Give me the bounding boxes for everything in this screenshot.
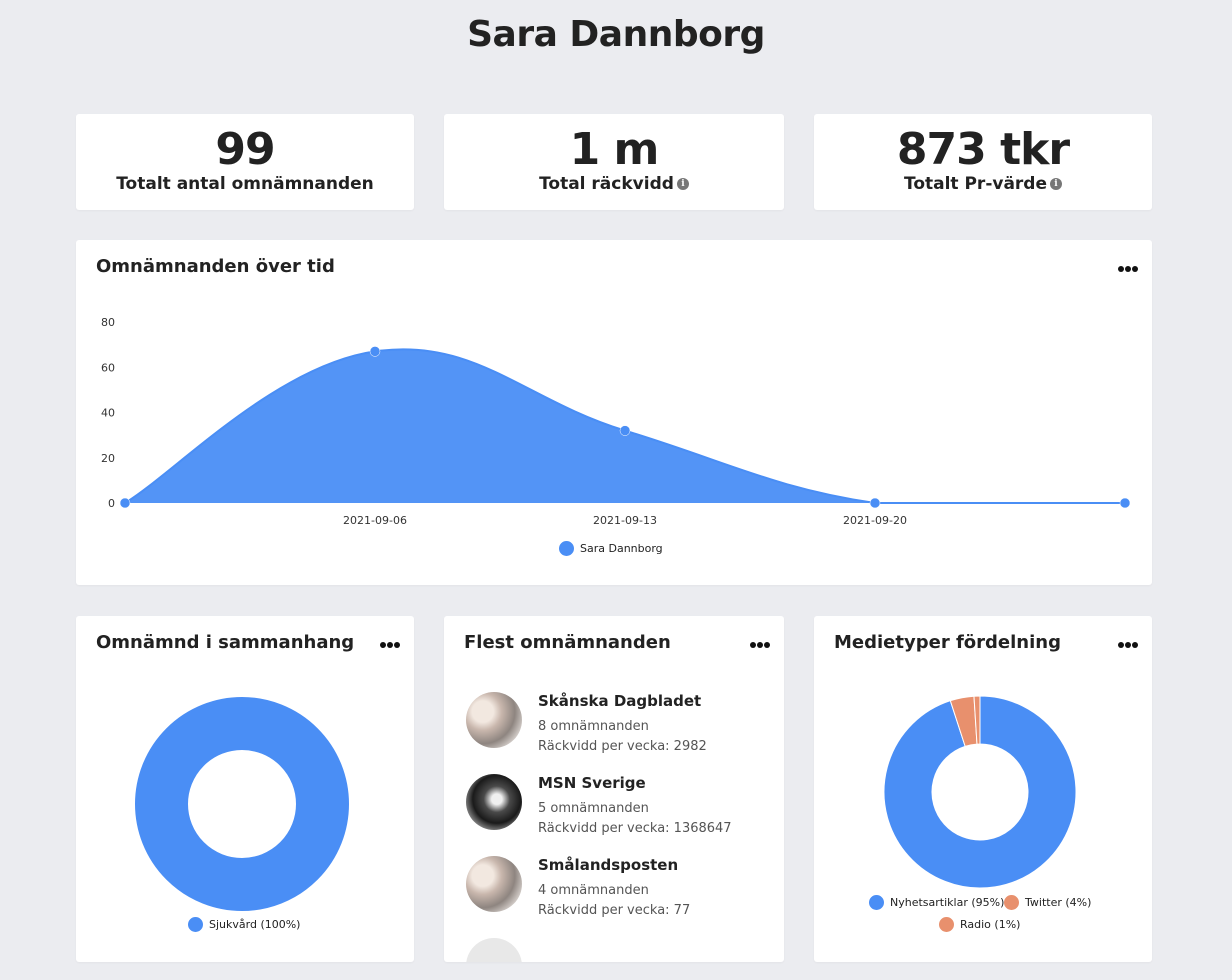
kpi-card-mentions: 99 Totalt antal omnämnanden [76, 114, 414, 210]
info-icon[interactable]: i [1050, 178, 1063, 190]
context-legend: Sjukvård (100%) [188, 917, 300, 932]
outlet-reach: Räckvidd per vecka: 1368647 [538, 821, 732, 836]
x-tick-label: 2021-09-06 [343, 514, 407, 527]
info-icon[interactable]: i [676, 178, 689, 190]
data-point[interactable] [119, 497, 131, 509]
y-tick-label: 0 [108, 497, 115, 510]
avatar [466, 856, 522, 912]
data-point[interactable] [369, 346, 381, 357]
series-area [125, 349, 1125, 503]
avatar [466, 774, 522, 830]
outlet-name: MSN Sverige [538, 774, 646, 792]
page-title: Sara Dannborg [467, 14, 765, 55]
legend-dot [559, 541, 574, 556]
legend-label: Radio (1%) [960, 918, 1021, 931]
y-tick-label: 80 [101, 316, 115, 329]
kpi-card-pr-value: 873 tkr Totalt Pr-värde i [814, 114, 1152, 210]
pie-slice[interactable] [135, 697, 349, 911]
media-legend-item: Nyhetsartiklar (95%) [869, 895, 1004, 910]
x-tick-label: 2021-09-20 [843, 514, 907, 527]
kpi-value: 873 tkr [896, 124, 1070, 175]
outlet-name: Skånska Dagbladet [538, 692, 702, 710]
pie-slice[interactable] [973, 695, 981, 745]
outlet-mentions: 4 omnämnanden [538, 883, 649, 898]
kpi-label: Totalt Pr-värde i [814, 174, 1152, 194]
more-dots-icon[interactable] [379, 634, 400, 652]
legend-label: Twitter (4%) [1025, 896, 1092, 909]
legend-label: Sara Dannborg [580, 542, 663, 555]
x-tick-label: 2021-09-13 [593, 514, 657, 527]
kpi-value: 99 [215, 124, 275, 175]
legend-dot [1004, 895, 1019, 910]
y-tick-label: 60 [101, 361, 115, 374]
top-outlets-card: Flest omnämnanden Skånska Dagbladet 8 om… [444, 616, 784, 962]
y-tick-label: 40 [101, 407, 115, 420]
data-point[interactable] [619, 425, 631, 436]
more-dots-icon[interactable] [1117, 634, 1138, 652]
list-item-partial [466, 938, 522, 962]
outlet-reach: Räckvidd per vecka: 77 [538, 903, 691, 918]
card-title: Omnämnanden över tid [96, 256, 335, 277]
timeline-chart: 0 20 40 60 80 2021-09-06 2021-09-13 2021-09-20 [101, 316, 1131, 527]
y-tick-label: 20 [101, 452, 115, 465]
outlet-mentions: 8 omnämnanden [538, 719, 649, 734]
kpi-label-text: Total räckvidd [539, 174, 674, 194]
context-donut-chart [135, 697, 349, 911]
outlet-name: Smålandsposten [538, 856, 679, 874]
context-card: Omnämnd i sammanhang Sjukvård (100%) [76, 616, 414, 962]
kpi-label-text: Totalt Pr-värde [903, 174, 1048, 194]
kpi-label: Totalt antal omnämnanden [76, 174, 414, 194]
legend-label: Nyhetsartiklar (95%) [890, 896, 1005, 909]
kpi-value: 1 m [569, 124, 660, 175]
list-item[interactable]: MSN Sverige 5 omnämnanden Räckvidd per v… [466, 774, 766, 836]
legend-dot [869, 895, 884, 910]
data-point[interactable] [1119, 497, 1131, 509]
pie-slice[interactable] [883, 695, 1077, 889]
kpi-card-reach: 1 m Total räckvidd i [444, 114, 784, 210]
legend-dot [939, 917, 954, 932]
legend-dot [188, 917, 203, 932]
media-legend-item: Radio (1%) [939, 917, 1020, 932]
timeline-card: Omnämnanden över tid 0 20 40 60 80 2021-09-06… [76, 240, 1152, 585]
data-point[interactable] [869, 497, 881, 509]
card-title: Flest omnämnanden [464, 632, 671, 653]
kpi-label: Total räckvidd i [444, 174, 784, 194]
outlet-mentions: 5 omnämnanden [538, 801, 649, 816]
media-legend-item: Twitter (4%) [1004, 895, 1091, 910]
list-item[interactable]: Smålandsposten 4 omnämnanden Räckvidd pe… [466, 856, 766, 918]
card-title: Omnämnd i sammanhang [96, 632, 355, 653]
media-types-donut-chart [883, 695, 1077, 889]
list-item[interactable]: Skånska Dagbladet 8 omnämnanden Räckvidd… [466, 692, 766, 754]
outlet-reach: Räckvidd per vecka: 2982 [538, 739, 707, 754]
kpi-label-text: Totalt antal omnämnanden [116, 174, 374, 194]
legend-label: Sjukvård (100%) [209, 918, 301, 931]
timeline-legend: Sara Dannborg [559, 541, 663, 556]
more-dots-icon[interactable] [1117, 258, 1138, 276]
avatar [466, 692, 522, 748]
more-dots-icon[interactable] [749, 634, 770, 652]
card-title: Medietyper fördelning [834, 632, 1061, 653]
media-types-card: Medietyper fördelning Nyhetsartiklar (95… [814, 616, 1152, 962]
